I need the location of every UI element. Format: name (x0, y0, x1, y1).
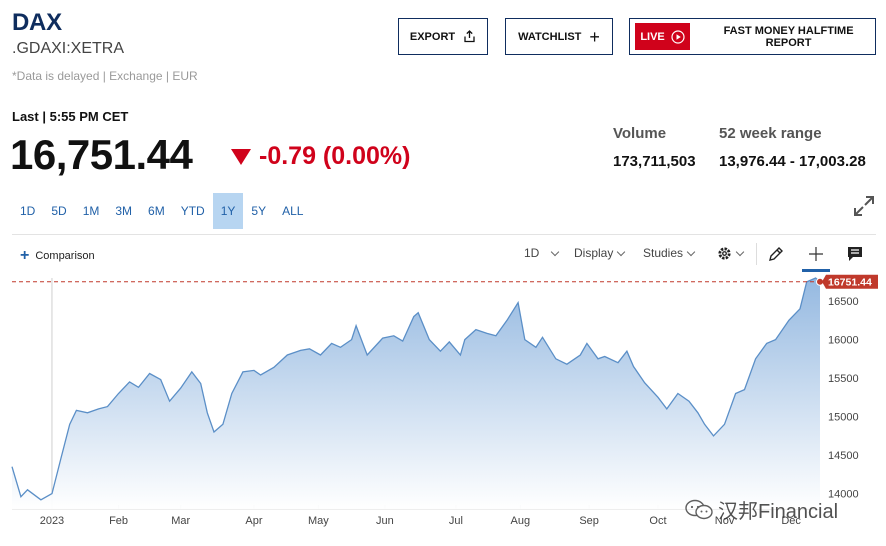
display-dropdown[interactable]: Display (574, 246, 626, 260)
ticker-name: DAX (12, 9, 62, 36)
settings-dropdown[interactable] (717, 246, 745, 261)
comparison-button[interactable]: + Comparison (20, 248, 95, 264)
wechat-icon (685, 499, 713, 519)
y-tick-label: 14000 (828, 489, 859, 501)
price-chart-svg: 2023 Feb Mar Apr May Jun Jul Aug Sep Oct Nov Dec 14… (11, 274, 878, 527)
ticker-symbol: .GDAXI:XETRA (12, 40, 125, 57)
x-tick-label: 2023 (40, 515, 64, 527)
watchlist-button[interactable]: WATCHLIST + (505, 18, 613, 55)
range-tab-1m[interactable]: 1M (82, 204, 100, 218)
comparison-label: Comparison (35, 250, 95, 262)
interval-dropdown[interactable]: 1D (524, 246, 560, 260)
display-label: Display (574, 246, 614, 260)
plus-icon: + (20, 247, 30, 264)
x-tick-label: Jul (449, 515, 463, 527)
x-tick-label: May (308, 515, 329, 527)
y-tick-label: 15500 (828, 373, 859, 385)
chevron-down-icon (551, 247, 560, 256)
y-tick-label: 15000 (828, 412, 859, 424)
plus-icon: + (589, 26, 600, 47)
live-show-title: FAST MONEY HALFTIME REPORT (723, 24, 854, 49)
crosshair-icon[interactable] (806, 244, 826, 264)
export-label: EXPORT (409, 30, 456, 43)
watermark-text: 汉邦Financial (718, 501, 839, 523)
play-icon (671, 29, 685, 44)
week-range-value: 13,976.44 - 17,003.28 (719, 153, 866, 170)
export-button[interactable]: EXPORT (398, 18, 488, 55)
chevron-down-icon (617, 247, 626, 256)
interval-label: 1D (524, 246, 540, 260)
range-tab-1y[interactable]: 1Y (212, 193, 244, 229)
chevron-down-icon (686, 247, 696, 256)
last-price-tag-bg (822, 274, 878, 289)
price-change-value: -0.79 (0.00%) (259, 142, 411, 170)
x-tick-label: Oct (649, 515, 666, 527)
last-trade-time: Last | 5:55 PM CET (12, 109, 129, 124)
range-tab-all[interactable]: ALL (282, 204, 304, 218)
volume-value: 173,711,503 (613, 153, 696, 170)
x-tick-label: Mar (171, 515, 190, 527)
range-tab-6m[interactable]: 6M (148, 204, 165, 218)
range-selector: 1D 5D 1M 3M 6M YTD 1Y 5Y ALL (12, 193, 311, 229)
x-tick-label: Jun (376, 515, 394, 527)
chevron-down-icon (735, 247, 745, 257)
price-line (11, 277, 821, 501)
live-show-button[interactable]: LIVE FAST MONEY HALFTIME REPORT (629, 18, 876, 55)
range-tab-1d[interactable]: 1D (20, 204, 36, 218)
share-icon (464, 30, 475, 43)
live-badge-label: LIVE (640, 30, 665, 43)
chart-toolbar: + Comparison 1D Display Studies (12, 234, 876, 272)
last-price-tag-label: 16751.44 (828, 277, 872, 289)
week-range-label: 52 week range (719, 125, 822, 142)
crosshair-active-indicator (802, 269, 830, 272)
last-price: 16,751.44 (10, 131, 193, 178)
comment-icon[interactable] (845, 244, 865, 264)
watermark: 汉邦Financial (684, 495, 838, 524)
delayed-note: *Data is delayed | Exchange | EUR (12, 69, 198, 83)
expand-icon[interactable] (852, 194, 876, 218)
range-tab-5d[interactable]: 5D (51, 204, 67, 218)
x-tick-label: Nov (715, 515, 735, 527)
volume-label: Volume (613, 125, 667, 142)
toolbar-divider (756, 243, 757, 265)
range-tab-3m[interactable]: 3M (115, 204, 133, 218)
studies-dropdown[interactable]: Studies (643, 246, 696, 260)
price-change: -0.79 (0.00%) (231, 142, 410, 171)
x-tick-label: Feb (109, 515, 128, 527)
x-tick-label: Apr (245, 515, 262, 527)
down-arrow-icon (231, 148, 251, 165)
x-tick-label: Sep (579, 515, 599, 527)
pencil-icon[interactable] (766, 244, 786, 264)
watchlist-label: WATCHLIST (518, 30, 582, 43)
price-chart[interactable]: 2023 Feb Mar Apr May Jun Jul Aug Sep Oct Nov Dec 14… (0, 272, 886, 546)
studies-label: Studies (643, 246, 684, 260)
gear-icon (718, 247, 731, 260)
x-tick-label: Dec (781, 515, 801, 527)
x-tick-label: Aug (511, 515, 531, 527)
y-tick-label: 16500 (828, 296, 859, 308)
price-area (12, 278, 820, 509)
y-tick-label: 16000 (828, 335, 859, 347)
live-badge: LIVE (635, 23, 691, 50)
last-price-tag: 16751.44 (816, 274, 878, 289)
range-tab-5y[interactable]: 5Y (251, 204, 267, 218)
range-tab-ytd[interactable]: YTD (180, 204, 205, 218)
y-tick-label: 14500 (828, 450, 859, 462)
